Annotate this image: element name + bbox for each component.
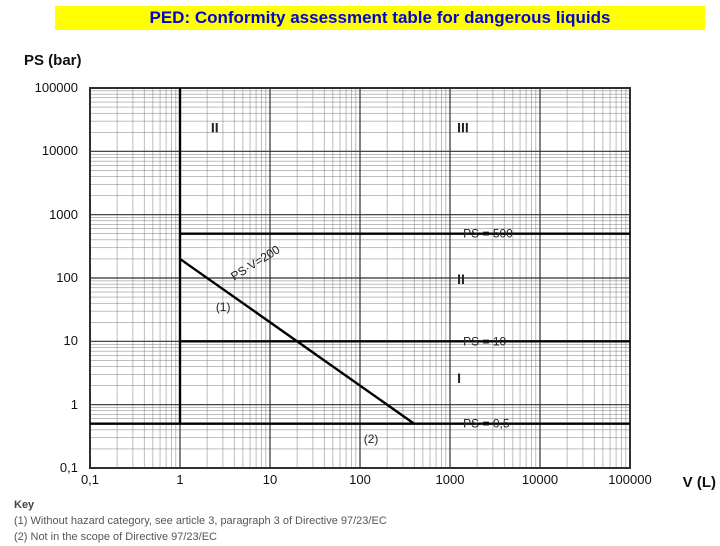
svg-text:(1): (1) [216,300,231,314]
ytick: 10000 [18,143,78,158]
svg-text:PS·V=200: PS·V=200 [228,242,282,283]
xtick: 1 [150,472,210,487]
ytick: 100000 [18,80,78,95]
svg-text:II: II [211,119,219,135]
ped-chart: PS = 500PS = 10PS = 0,5PS·V=200IIIIIIII(… [20,78,700,498]
key-item-1: (1) Without hazard category, see article… [14,514,387,530]
title-bar: PED: Conformity assessment table for dan… [55,6,705,30]
svg-text:PS = 500: PS = 500 [463,227,513,241]
y-axis-label: PS (bar) [24,52,82,69]
xtick: 10 [240,472,300,487]
svg-text:PS = 0,5: PS = 0,5 [463,417,510,431]
key-head: Key [14,498,387,514]
ytick: 100 [18,270,78,285]
xtick: 10000 [510,472,570,487]
key-item-2: (2) Not in the scope of Directive 97/23/… [14,530,387,546]
page-title: PED: Conformity assessment table for dan… [150,8,611,27]
svg-text:I: I [457,370,461,386]
xtick: 1000 [420,472,480,487]
svg-text:(2): (2) [364,432,379,446]
svg-text:PS = 10: PS = 10 [463,334,506,348]
xtick: 100 [330,472,390,487]
ytick: 1000 [18,207,78,222]
xtick: 100000 [600,472,660,487]
ytick: 1 [18,397,78,412]
xtick: 0,1 [60,472,120,487]
ytick: 10 [18,333,78,348]
svg-text:III: III [457,119,469,135]
svg-text:II: II [457,271,465,287]
key-block: Key (1) Without hazard category, see art… [14,498,387,546]
